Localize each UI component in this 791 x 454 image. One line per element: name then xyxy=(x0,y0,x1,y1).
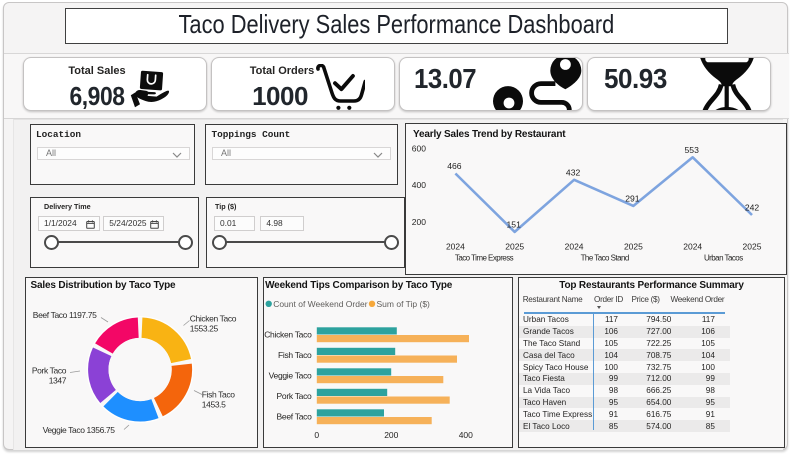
svg-text:151: 151 xyxy=(507,220,522,230)
svg-text:1453.5: 1453.5 xyxy=(202,399,226,409)
svg-text:Urban Tacos: Urban Tacos xyxy=(704,253,743,262)
svg-text:200: 200 xyxy=(384,430,398,440)
svg-text:Veggie Taco 1356.75: Veggie Taco 1356.75 xyxy=(43,425,116,435)
svg-text:2024: 2024 xyxy=(446,242,465,252)
svg-text:Sum of Tip ($): Sum of Tip ($) xyxy=(376,299,430,309)
svg-text:Fish Taco: Fish Taco xyxy=(277,350,311,360)
svg-text:Chicken Taco: Chicken Taco xyxy=(264,330,312,340)
svg-text:291: 291 xyxy=(625,194,640,204)
svg-text:2025: 2025 xyxy=(624,242,643,252)
svg-text:2025: 2025 xyxy=(743,242,762,252)
svg-text:1347: 1347 xyxy=(49,376,67,386)
svg-text:The Taco Stand: The Taco Stand xyxy=(581,253,629,262)
svg-text:2025: 2025 xyxy=(505,242,524,252)
svg-text:1553.25: 1553.25 xyxy=(190,323,219,333)
svg-text:432: 432 xyxy=(566,168,581,178)
svg-text:242: 242 xyxy=(745,203,760,213)
svg-text:600: 600 xyxy=(412,144,426,154)
svg-text:553: 553 xyxy=(685,145,700,155)
svg-text:Chicken Taco: Chicken Taco xyxy=(190,313,237,323)
svg-text:2024: 2024 xyxy=(683,242,702,252)
svg-text:0: 0 xyxy=(314,430,319,440)
svg-text:466: 466 xyxy=(447,161,462,171)
svg-text:400: 400 xyxy=(412,180,426,190)
svg-text:Fish Taco: Fish Taco xyxy=(202,389,235,399)
svg-text:Count of Weekend Order: Count of Weekend Order xyxy=(273,299,368,309)
svg-text:Pork Taco: Pork Taco xyxy=(276,391,312,401)
svg-text:Beef Taco 1197.75: Beef Taco 1197.75 xyxy=(33,310,97,320)
svg-text:2024: 2024 xyxy=(565,242,584,252)
svg-text:400: 400 xyxy=(458,430,472,440)
svg-text:Taco Time Express: Taco Time Express xyxy=(455,253,514,262)
svg-text:Veggie Taco: Veggie Taco xyxy=(268,371,311,381)
svg-text:200: 200 xyxy=(412,217,426,227)
svg-text:Pork Taco: Pork Taco xyxy=(32,366,67,376)
svg-text:Beef Taco: Beef Taco xyxy=(276,412,312,422)
